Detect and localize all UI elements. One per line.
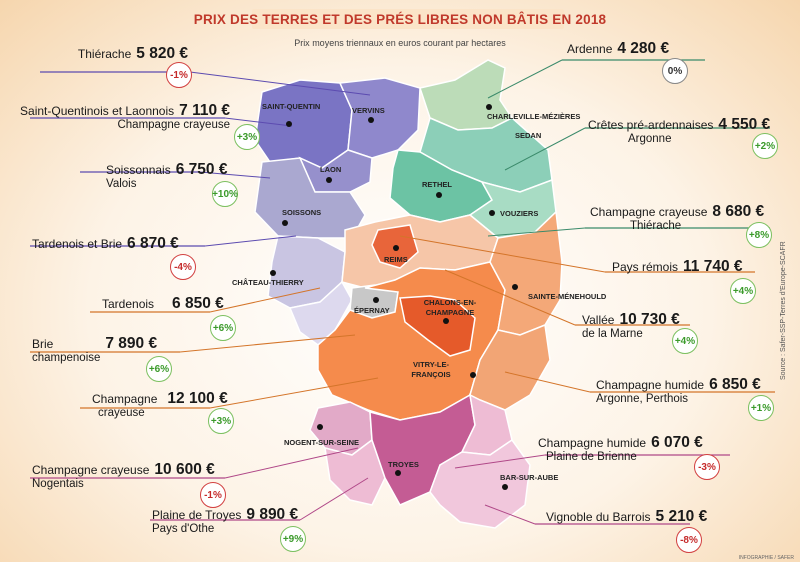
city-nogent: NOGENT-SUR-SEINE bbox=[284, 438, 360, 447]
label-thierache: Thiérache 5 820 € bbox=[77, 45, 188, 62]
city-sedan: SEDAN bbox=[515, 131, 542, 140]
city-dot bbox=[373, 297, 379, 303]
change-badge-ardenne: 0% bbox=[662, 58, 688, 84]
label-barrois: Vignoble du Barrois 5 210 € bbox=[546, 508, 708, 525]
change-badge-nogentais: -1% bbox=[200, 482, 226, 508]
city-saint-quentin: SAINT-QUENTIN bbox=[262, 102, 321, 111]
city-dot bbox=[486, 104, 492, 110]
city-dot bbox=[368, 117, 374, 123]
city-sainte-menehould: SAINTE-MÉNEHOULD bbox=[528, 292, 607, 301]
city-vitry: VITRY-LE-FRANÇOIS bbox=[411, 360, 451, 379]
city-vervins: VERVINS bbox=[352, 106, 385, 115]
label-ardenne: Ardenne 4 280 € bbox=[567, 40, 670, 57]
label-tardenois: Tardenois 6 850 € bbox=[102, 295, 224, 312]
change-badge-thierache: -1% bbox=[166, 62, 192, 88]
change-badge-tardenois: +6% bbox=[210, 315, 236, 341]
area-othe bbox=[324, 438, 386, 506]
city-dot bbox=[282, 220, 288, 226]
change-badge-soissonnais: +10% bbox=[212, 181, 238, 207]
city-chalons: CHALONS-EN-CHAMPAGNE bbox=[423, 298, 477, 317]
change-badge-champagne: +3% bbox=[208, 408, 234, 434]
change-badge-cretes: +2% bbox=[752, 133, 778, 159]
change-badge-tardenois-brie: -4% bbox=[170, 254, 196, 280]
city-dot bbox=[502, 484, 508, 490]
change-badge-champagne-thierache: +8% bbox=[746, 222, 772, 248]
city-laon: LAON bbox=[320, 165, 342, 174]
area-chalons bbox=[399, 295, 476, 357]
city-dot bbox=[326, 177, 332, 183]
city-charleville: CHARLEVILLE-MÉZIÈRES bbox=[487, 112, 581, 121]
label-tardenois-brie: Tardenois et Brie 6 870 € bbox=[32, 235, 179, 252]
change-badge-pays-remois: +4% bbox=[730, 278, 756, 304]
change-badge-vallee-marne: +4% bbox=[672, 328, 698, 354]
change-badge-plaine-troyes: +9% bbox=[280, 526, 306, 552]
city-dot bbox=[489, 210, 495, 216]
title-background bbox=[252, 9, 564, 29]
city-soissons: SOISSONS bbox=[282, 208, 322, 217]
area-perthois bbox=[469, 323, 551, 411]
city-dot bbox=[317, 424, 323, 430]
change-badge-champagne-humide-argonne: +1% bbox=[748, 395, 774, 421]
change-badge-saint-quentinois: +3% bbox=[234, 124, 260, 150]
city-dot bbox=[393, 245, 399, 251]
city-dot bbox=[436, 192, 442, 198]
area-brie bbox=[288, 280, 353, 346]
source-note: Source : Safer-SSP-Terres d'Europe-SCAFR bbox=[780, 241, 787, 380]
label-nogentais: Champagne crayeuse 10 600 € Nogentais bbox=[32, 461, 215, 490]
change-badge-brie: +6% bbox=[146, 356, 172, 382]
city-vouziers: VOUZIERS bbox=[500, 209, 539, 218]
label-vallee-marne: Vallée 10 730 € de la Marne bbox=[582, 311, 680, 340]
city-dot bbox=[470, 372, 476, 378]
label-champagne-humide-brienne: Champagne humide 6 070 € Plaine de Brienne bbox=[538, 434, 703, 463]
label-saint-quentinois: Saint-Quentinois et Laonnois 7 110 € Champ… bbox=[20, 102, 230, 131]
label-champagne: Champagne 12 100 € crayeuse bbox=[92, 390, 228, 419]
city-dot bbox=[512, 284, 518, 290]
label-soissonnais: Soissonnais 6 750 € Valois bbox=[106, 161, 228, 190]
label-plaine-troyes: Plaine de Troyes 9 890 € Pays d'Othe bbox=[152, 506, 299, 535]
page-title: PRIX DES TERRES ET DES PRÉS LIBRES NON B… bbox=[193, 12, 607, 27]
change-badge-champagne-humide-brienne: -3% bbox=[694, 454, 720, 480]
city-rethel: RETHEL bbox=[422, 180, 452, 189]
area-barrois bbox=[429, 438, 531, 529]
city-dot bbox=[395, 470, 401, 476]
area-saint-quentinois bbox=[254, 79, 353, 169]
city-troyes: TROYES bbox=[388, 460, 419, 469]
city-bar-sur-aube: BAR-SUR-AUBE bbox=[500, 473, 559, 482]
change-badge-barrois: -8% bbox=[676, 527, 702, 553]
label-pays-remois: Pays rémois 11 740 € bbox=[612, 258, 743, 275]
credit-note: INFOGRAPHIE / SAFER bbox=[738, 555, 794, 561]
area-thierache bbox=[338, 77, 421, 159]
city-dot bbox=[286, 121, 292, 127]
city-dot bbox=[443, 318, 449, 324]
city-epernay: ÉPERNAY bbox=[354, 306, 390, 315]
label-champagne-thierache: Champagne crayeuse 8 680 € Thiérache bbox=[590, 203, 765, 232]
label-brie: Brie 7 890 € champenoise bbox=[32, 335, 158, 364]
city-reims: REIMS bbox=[384, 255, 408, 264]
city-dot bbox=[270, 270, 276, 276]
city-chateau-thierry: CHÂTEAU-THIERRY bbox=[232, 278, 304, 287]
page-subtitle: Prix moyens triennaux en euros courant p… bbox=[294, 38, 506, 48]
label-cretes: Crêtes pré-ardennaises 4 550 € Argonne bbox=[588, 116, 771, 145]
label-champagne-humide-argonne: Champagne humide 6 850 € Argonne, Perthois bbox=[596, 376, 761, 405]
